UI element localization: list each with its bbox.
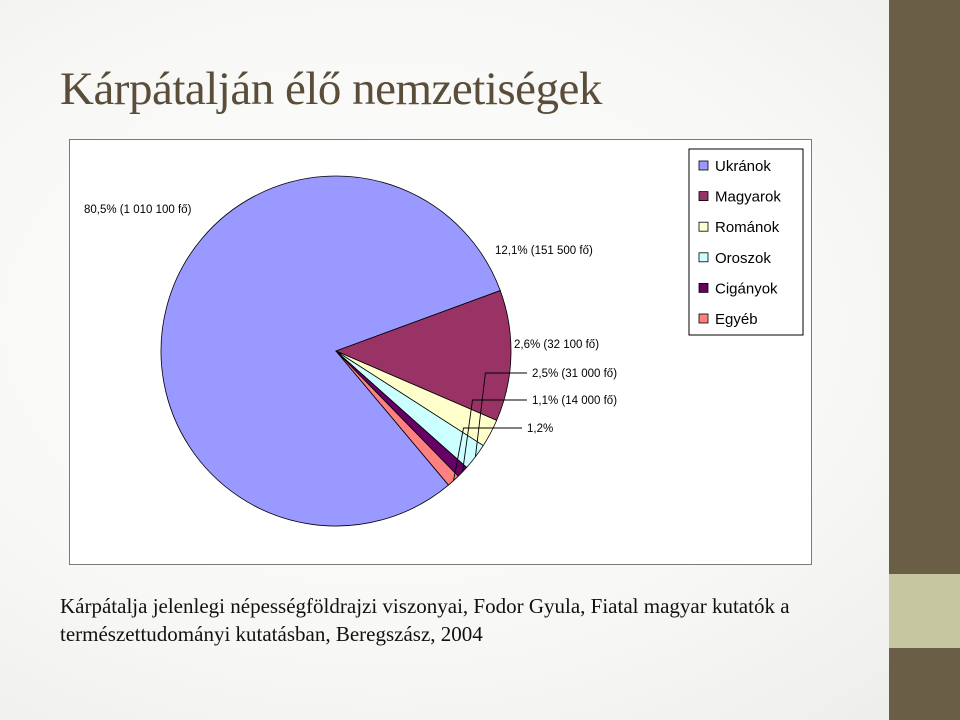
data-label-ukranok: 80,5% (1 010 100 fő) bbox=[84, 204, 192, 216]
legend-swatch-ukranok bbox=[698, 160, 709, 171]
data-label-magyarok: 12,1% (151 500 fő) bbox=[495, 245, 593, 257]
legend-label-romanok: Románok bbox=[715, 219, 780, 236]
data-labels: 80,5% (1 010 100 fő) 12,1% (151 500 fő) 2,… bbox=[84, 204, 617, 435]
legend-label-ciganyok: Cigányok bbox=[715, 280, 778, 297]
data-label-ciganyok: 1,1% (14 000 fő) bbox=[532, 395, 617, 407]
leader-line-oroszok bbox=[474, 372, 527, 457]
pie-chart: 80,5% (1 010 100 fő) 12,1% (151 500 fő) 2,… bbox=[84, 148, 804, 527]
data-label-oroszok: 2,5% (31 000 fő) bbox=[532, 368, 617, 380]
slide-title: Kárpátalján élő nemzetiségek bbox=[60, 63, 602, 115]
pie-slices bbox=[160, 175, 512, 527]
legend-swatch-oroszok bbox=[698, 252, 709, 263]
legend-swatch-egyeb bbox=[698, 313, 709, 324]
legend-box bbox=[688, 148, 804, 336]
leader-lines bbox=[453, 372, 527, 481]
data-label-romanok: 2,6% (32 100 fő) bbox=[514, 339, 599, 351]
pie-slice-ukranok bbox=[160, 175, 501, 527]
source-caption: Kárpátalja jelenlegi népességföldrajzi v… bbox=[60, 594, 790, 646]
legend-label-oroszok: Oroszok bbox=[715, 250, 771, 267]
pie-slice-egyeb bbox=[335, 350, 459, 486]
data-label-egyeb: 1,2% bbox=[527, 423, 553, 435]
legend-swatch-ciganyok bbox=[698, 282, 709, 293]
leader-line-ciganyok bbox=[462, 399, 527, 472]
legend-label-egyeb: Egyéb bbox=[715, 311, 758, 328]
leader-line-egyeb bbox=[453, 427, 522, 481]
legend-swatch-romanok bbox=[698, 221, 709, 232]
sidebar-accent-block bbox=[889, 574, 960, 648]
chart-legend: Ukránok Magyarok Románok Oroszok Cigányok Egy… bbox=[688, 148, 804, 336]
pie-chart-frame: 80,5% (1 010 100 fő) 12,1% (151 500 fő) 2,… bbox=[69, 139, 812, 565]
legend-swatch-magyarok bbox=[698, 191, 709, 201]
pie-slice-magyarok bbox=[334, 290, 512, 421]
legend-label-ukranok: Ukránok bbox=[715, 158, 771, 175]
legend-label-magyarok: Magyarok bbox=[715, 189, 781, 206]
